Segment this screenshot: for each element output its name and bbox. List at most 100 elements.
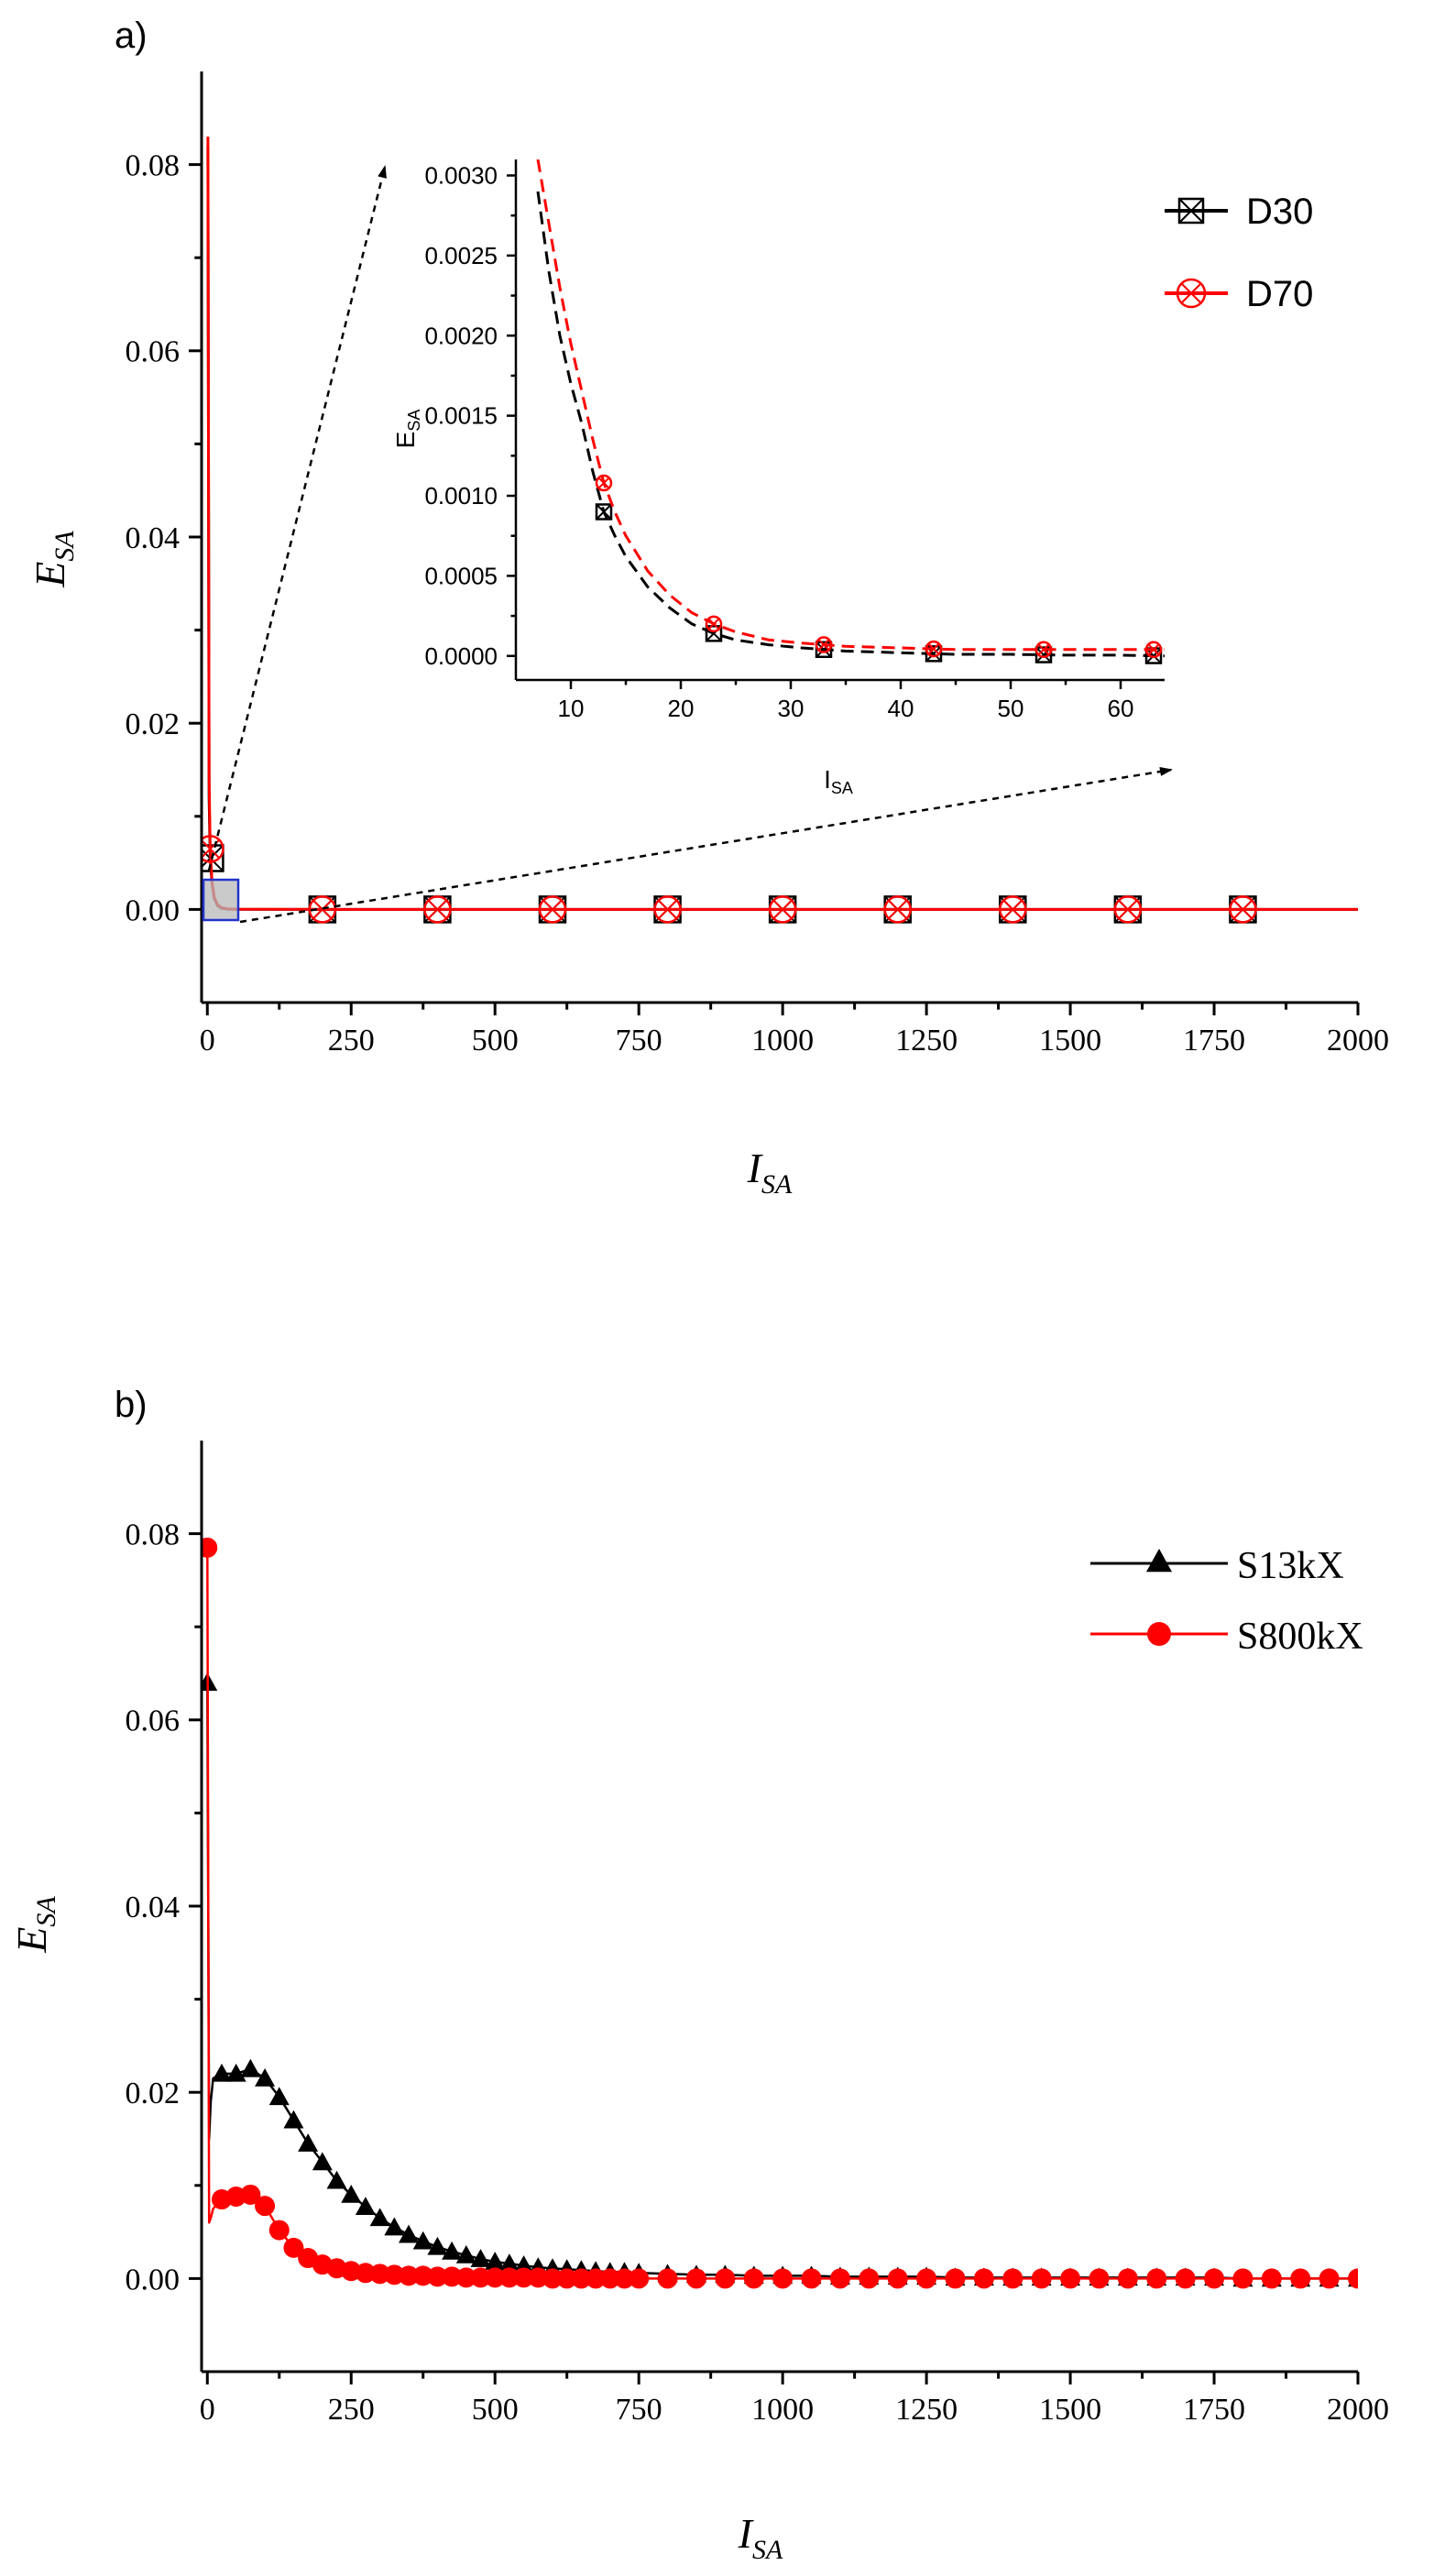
panel-a-x-tick-label: 250 [328,1024,375,1058]
inset-x-tick-label: 50 [998,695,1024,722]
panel-a-plot-area [202,137,1358,924]
panel-a-series-d70-marker [1229,895,1257,924]
panel-b-series-s800kx-marker [1117,2268,1138,2289]
panel-a-y-tick-label: 0.08 [126,149,181,183]
panel-b-series-s800kx-marker-shape [657,2268,678,2289]
inset-series-d70-marker [925,640,943,658]
panel-a-series-d70-marker-ring [883,895,912,924]
panel-b-series-s13kx-marker-shape [240,2058,261,2077]
panel-b-series-s800kx-marker-shape [801,2268,822,2289]
panel-b-series-s800kx-marker [916,2268,937,2289]
panel-b-series-s800kx-marker-shape [1002,2268,1024,2289]
panel-b-series-s800kx-marker-shape [455,2267,476,2288]
legend-d30-symbol [1177,197,1205,225]
panel-b-series-s13kx-marker-shape [355,2197,376,2215]
panel-b-series-s800kx-marker [614,2268,635,2289]
panel-b-series-s800kx-marker [1031,2268,1052,2289]
inset-series-d30-marker-box [595,503,613,521]
panel-b-series-s800kx-marker [586,2268,607,2289]
panel-a-y-label-sub: SA [49,531,80,562]
panel-b-series-s13kx-marker-shape [225,2063,246,2082]
panel-a-series-d70-marker-ring [538,895,567,924]
panel-b-series-s13kx-marker [442,2241,463,2260]
panel-b-series-s800kx-marker-shape [586,2268,607,2289]
panel-b-series-s13kx-marker [384,2217,405,2236]
panel-b-series-s800kx-marker-shape [629,2268,650,2289]
panel-b-series-s800kx-marker [743,2268,764,2289]
panel-b-series-s800kx-marker-shape [355,2263,376,2284]
panel-b-series-s13kx-marker [268,2087,290,2106]
panel-b-series-group [202,1537,1358,2289]
panel-b-y-label-sub: SA [31,1896,61,1927]
inset-y-tick-label: 0.0015 [424,402,498,430]
panel-b-y-tick-label: 0.00 [126,2263,181,2296]
panel-b-series-s800kx-marker-shape [1290,2268,1311,2289]
panel-a-x-tick-label: 2000 [1327,1024,1389,1058]
inset-series-group [536,159,1165,664]
legend-d70-marker [1176,278,1207,309]
panel-b-y-tick-label: 0.08 [126,1518,181,1552]
panel-a-series-d70-marker-ring [308,895,337,924]
panel-b-series-s800kx-marker-shape [485,2267,506,2288]
panel-a-y-label-main: E [27,562,73,588]
panel-a-series-d70-marker [308,895,337,924]
panel-a-y-label: ESA [27,531,80,588]
panel-b-series-s13kx-marker [341,2184,362,2203]
panel-b-series-s13kx-line [206,1683,1358,2280]
inset-y-tick-label: 0.0020 [424,322,498,349]
panel-b-series-s13kx-marker-shape [341,2184,362,2203]
legend-s13kx-symbol [1146,1549,1172,1573]
panel-b-series-s13kx-marker-shape [268,2087,290,2106]
legend-d30-label: D30 [1246,192,1313,232]
panel-b-series-s800kx-marker [772,2268,794,2289]
panel-a: a) 0 250 500 750 1000 1250 1500 1750 2000 0.00 0.0… [27,16,1389,1200]
inset-series-d70-marker-ring [1034,641,1053,659]
panel-b-series-s13kx-marker-shape [369,2208,390,2227]
legend-d70-symbol-ring [1176,278,1207,309]
panel-b-series-s13kx-marker [312,2152,333,2171]
panel-b-series-s800kx-marker-shape [599,2268,620,2289]
panel-b-series-s800kx-marker [1002,2268,1024,2289]
panel-b-series-s800kx-marker-shape [829,2268,850,2289]
panel-b-series-s800kx-marker-shape [1031,2268,1052,2289]
panel-b-series-s800kx-marker-shape [528,2267,549,2288]
panel-b-series-s800kx-marker [1146,2268,1167,2289]
panel-b-series-s13kx-marker-shape [255,2067,276,2087]
panel-b-series-s800kx-marker-shape [614,2268,635,2289]
zoom-arrow-lower [239,767,1173,924]
panel-b-series-s800kx-marker-shape [399,2265,420,2286]
panel-a-x-tick-label: 500 [472,1024,519,1058]
panel-b-series-s13kx-marker-shape [399,2224,420,2243]
panel-a-x-tick-label: 1500 [1039,1024,1101,1058]
legend-d70-symbol-diag2 [1180,282,1202,304]
panel-b-series-s800kx-marker-shape [1319,2268,1340,2289]
panel-b-series-s13kx-marker [427,2236,448,2255]
panel-b-series-s13kx-marker-shape [455,2245,476,2264]
inset-x-tick-label: 20 [668,695,695,722]
panel-a-series-d70-marker [423,895,452,924]
inset-x-label-main: I [824,765,831,794]
panel-b-y-tick-label: 0.06 [126,1705,181,1738]
panel-b-series-s13kx-marker-shape [283,2110,304,2129]
panel-b-series-s13kx-marker [255,2067,276,2087]
legend-s800kx-symbol-shape [1147,1622,1171,1646]
panel-b-series-s13kx-marker-shape [412,2231,433,2250]
panel-b-series-s800kx-line [206,1547,1358,2280]
panel-a-x-label-main: I [747,1145,764,1191]
panel-b-series-s800kx-marker-shape [202,1537,218,1558]
panel-b-axes: 0 250 500 750 1000 1250 1500 1750 2000 0.00 0.02 0.… [126,1441,1389,2427]
panel-b-series-s800kx-marker [1261,2268,1282,2289]
panel-b-series-s13kx-marker-shape [202,1672,218,1691]
inset-x-tick-label: 30 [778,695,805,722]
inset-series-d70-marker [595,474,613,492]
panel-b-x-label-main: I [738,2510,755,2557]
inset-x-tick-label: 60 [1108,695,1134,722]
panel-b-series-s13kx-marker [470,2249,491,2267]
panel-b-series-s13kx-marker [485,2252,506,2270]
panel-b-y-label-main: E [8,1927,55,1954]
panel-a-x-tick-label: 1750 [1183,1024,1245,1058]
legend-d30-symbol-box [1177,197,1205,225]
inset-plot-area [516,159,1165,680]
panel-b-series-s800kx-marker [859,2268,880,2289]
panel-b-series-s800kx-marker [455,2267,476,2288]
